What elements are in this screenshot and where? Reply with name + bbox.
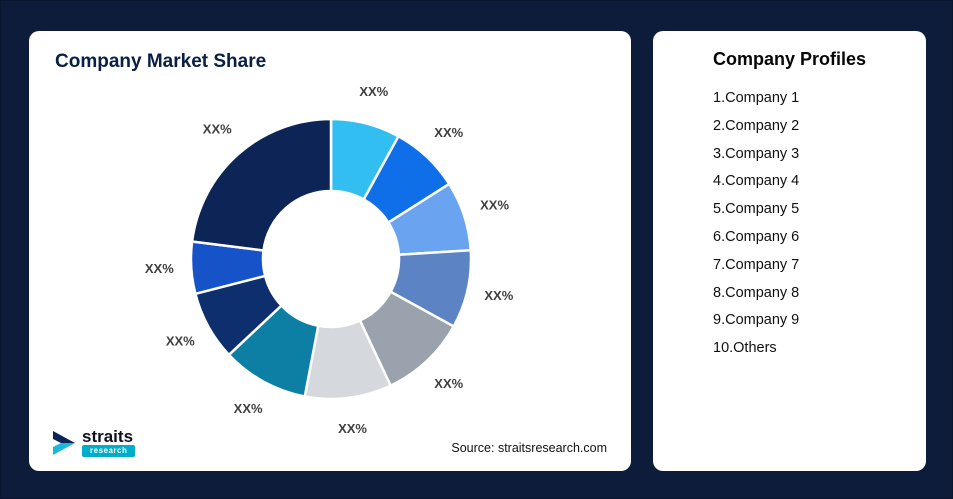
segment-label: XX% [434,376,463,391]
source-text: Source: straitsresearch.com [451,441,607,455]
segment-label: XX% [480,197,509,212]
profiles-title: Company Profiles [712,49,867,69]
profile-item: 1.Company 1 [713,90,800,106]
donut-segment [190,117,333,252]
profiles-card: Company Profiles 1.Company 1 2.Company 2… [653,31,926,471]
profile-item: 4.Company 4 [713,173,800,190]
profile-item: 5.Company 5 [713,201,800,218]
profile-item: 6.Company 6 [713,228,800,245]
straits-logo: straits research [51,427,136,457]
donut-chart: XX% XX% XX% XX% XX% XX% XX% XX% XX% XX% [145,84,514,436]
segment-label: XX% [234,401,263,416]
market-share-card: Company Market Share XX% XX% XX% XX% XX% XX% X… [29,31,631,471]
profile-item: 10.Others [713,340,777,357]
logo-sub: research [82,445,136,457]
segment-label: XX% [145,261,174,276]
profile-item: 8.Company 8 [713,284,800,301]
profile-item: 3.Company 3 [713,145,800,162]
segment-label: XX% [359,84,388,99]
segment-label: XX% [338,421,367,436]
market-share-title: Company Market Share [55,51,267,72]
segment-label: XX% [203,121,232,136]
profile-item: 7.Company 7 [713,256,800,273]
logo-name: straits [82,427,134,446]
segment-label: XX% [166,333,195,348]
segment-label: XX% [484,288,513,303]
logo-arrow-icon [53,430,75,455]
profiles-list: 1.Company 1 2.Company 2 3.Company 3 4.Co… [713,85,914,363]
profile-item: 9.Company 9 [713,312,800,329]
profile-item: 2.Company 2 [713,117,800,134]
segment-label: XX% [434,125,463,140]
logo-text: straits research [82,427,136,457]
